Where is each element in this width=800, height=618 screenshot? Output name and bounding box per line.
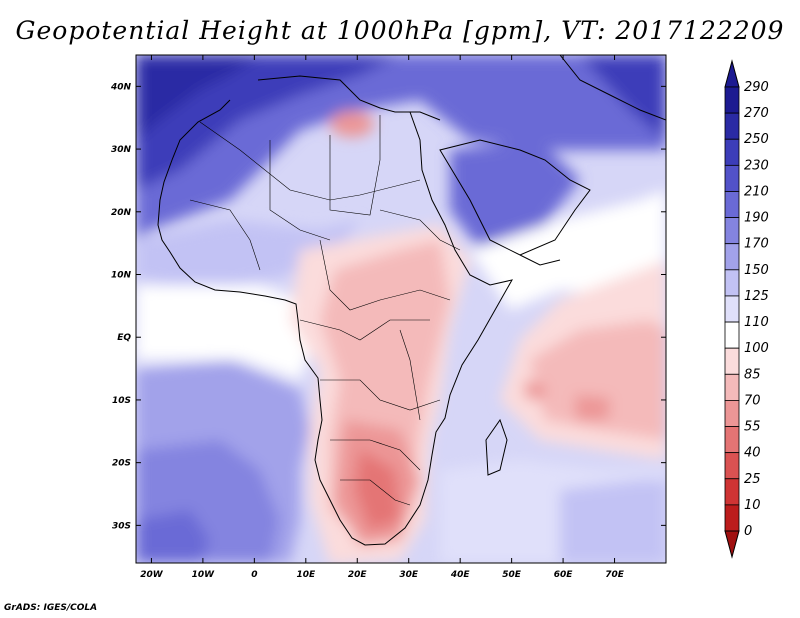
x-tick-label: 20E <box>348 570 368 580</box>
colorbar-label: 190 <box>744 211 769 226</box>
colorbar-segment <box>724 295 740 323</box>
colorbar-segment <box>724 191 740 218</box>
borders <box>189 115 461 506</box>
colorbar-label: 150 <box>744 263 769 278</box>
colorbar-label: 70 <box>744 393 761 408</box>
colorbar-label: 55 <box>744 420 761 435</box>
y-tick-label: 10N <box>111 271 132 281</box>
colorbar-segment <box>724 400 740 427</box>
colorbar-segment <box>724 504 740 532</box>
colorbar-segment <box>724 86 740 114</box>
x-tick-label: 0 <box>251 570 257 580</box>
colorbar-label: 230 <box>744 158 769 173</box>
y-tick-label: 40N <box>110 82 132 92</box>
colorbar-bottom-arrow <box>724 530 740 559</box>
x-tick-label: 10W <box>192 570 216 580</box>
colorbar-label: 85 <box>744 367 761 382</box>
colorbar-segment <box>724 164 740 192</box>
colorbar-label: 125 <box>744 289 769 304</box>
y-tick-label: 10S <box>112 396 131 406</box>
grads-credit: GrADS: IGES/COLA <box>4 603 98 613</box>
map-frame <box>135 54 667 564</box>
y-tick-label: EQ <box>117 333 131 343</box>
colorbar-segment <box>724 373 740 401</box>
colorbar-top-arrow <box>724 59 740 88</box>
colorbar-segment <box>724 217 740 245</box>
x-tick-label: 60E <box>554 570 574 580</box>
x-tick-label: 10E <box>296 570 316 580</box>
colorbar-segment <box>724 478 740 506</box>
colorbar-label: 10 <box>744 498 761 513</box>
colorbar-segment <box>724 426 740 454</box>
colorbar-label: 110 <box>744 315 769 330</box>
y-tick-label: 20N <box>111 208 132 218</box>
colorbar-label: 40 <box>744 446 761 461</box>
colorbar-label: 210 <box>744 184 769 199</box>
colorbar-label: 270 <box>744 106 769 121</box>
colorbar-segment <box>724 138 740 166</box>
chart-title: Geopotential Height at 1000hPa [gpm], VT… <box>15 16 785 45</box>
colorbar-segment <box>724 243 740 271</box>
colorbar-label: 170 <box>744 237 769 252</box>
colorbar-label: 25 <box>744 472 761 487</box>
colorbar: 2902702502302101901701501251101008570554… <box>724 59 769 559</box>
colorbar-label: 250 <box>744 132 769 147</box>
x-tick-label: 30E <box>399 570 419 580</box>
y-tick-label: 30N <box>111 145 132 155</box>
colorbar-segment <box>724 269 740 297</box>
colorbar-label: 0 <box>744 524 752 539</box>
x-tick-label: 20W <box>140 570 164 580</box>
colorbar-segment <box>724 452 740 480</box>
x-tick-label: 70E <box>605 570 625 580</box>
height-field <box>136 55 666 563</box>
colorbar-label: 290 <box>744 80 769 95</box>
coastlines <box>157 55 666 546</box>
colorbar-segment <box>724 347 740 375</box>
colorbar-segment <box>724 321 740 349</box>
colorbar-segment <box>724 112 740 140</box>
colorbar-label: 100 <box>744 341 769 356</box>
y-tick-label: 20S <box>112 459 131 469</box>
x-tick-label: 40E <box>450 570 471 580</box>
x-tick-label: 50E <box>502 570 522 580</box>
y-tick-label: 30S <box>112 521 131 531</box>
x-axis: 20W 10W 0 10E 20E 30E 40E 50E 60E 70E <box>140 55 625 580</box>
y-axis: 40N 30N 20N 10N EQ 10S 20S 30S <box>110 82 666 531</box>
